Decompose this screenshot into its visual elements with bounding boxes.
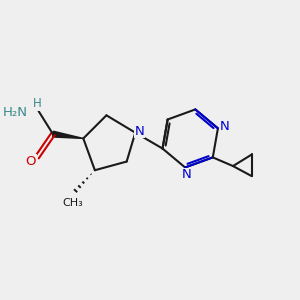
Text: O: O: [26, 155, 36, 168]
Text: N: N: [182, 168, 191, 181]
Text: N: N: [219, 120, 229, 134]
Text: CH₃: CH₃: [63, 198, 84, 208]
Text: N: N: [135, 125, 145, 138]
Text: H: H: [33, 97, 41, 110]
Polygon shape: [52, 131, 83, 138]
Text: H₂N: H₂N: [3, 106, 28, 119]
